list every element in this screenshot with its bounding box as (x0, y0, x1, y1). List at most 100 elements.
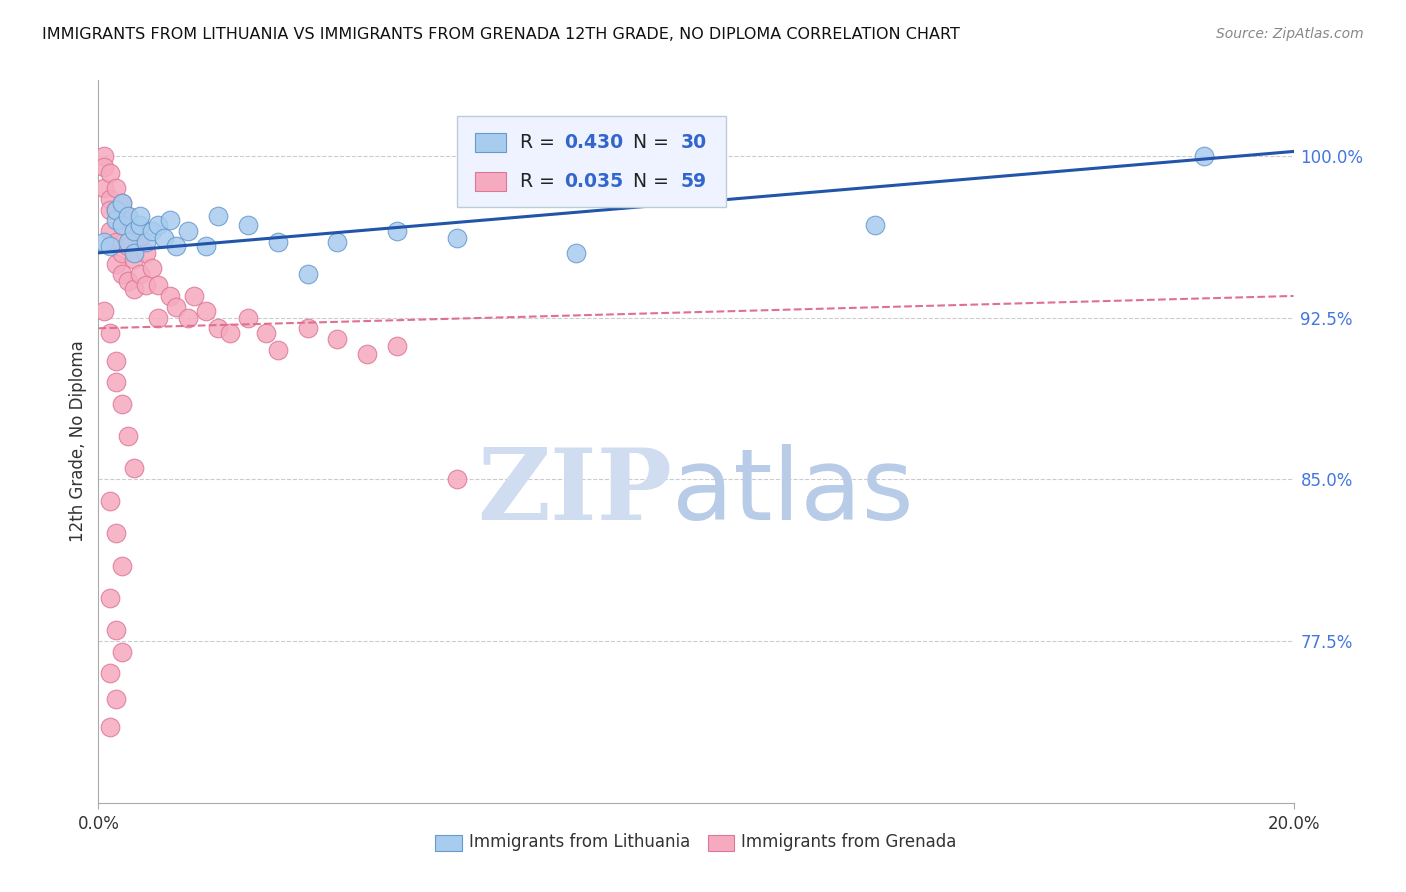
Point (267, 235, 290, 249)
Point (93, 160, 115, 174)
Text: N =: N = (620, 133, 675, 152)
Point (1192, 149, 1215, 163)
Point (111, 645, 134, 659)
Point (111, 397, 134, 411)
Point (98, 493, 122, 508)
Point (105, 213, 128, 227)
Point (117, 429, 139, 443)
Text: Source: ZipAtlas.com: Source: ZipAtlas.com (1216, 27, 1364, 41)
Point (135, 245, 157, 260)
Point (195, 239, 218, 253)
Point (111, 558, 134, 573)
Point (98, 239, 122, 253)
Point (111, 218, 134, 232)
Point (195, 304, 218, 318)
Point (865, 218, 887, 232)
Point (297, 268, 319, 282)
Text: IMMIGRANTS FROM LITHUANIA VS IMMIGRANTS FROM GRENADA 12TH GRADE, NO DIPLOMA CORR: IMMIGRANTS FROM LITHUANIA VS IMMIGRANTS … (42, 27, 960, 42)
Point (159, 289, 181, 303)
Point (124, 224, 146, 238)
Point (165, 300, 187, 314)
Point (117, 274, 139, 288)
Point (117, 209, 139, 223)
Point (385, 338, 409, 352)
Point (111, 268, 134, 282)
Point (93, 181, 115, 195)
Point (111, 196, 134, 211)
Text: atlas: atlas (672, 443, 914, 541)
Point (98, 720, 122, 734)
Point (117, 235, 139, 249)
Text: 0.035: 0.035 (565, 172, 624, 191)
Point (129, 218, 152, 232)
Point (105, 235, 128, 249)
Text: N =: N = (620, 172, 675, 191)
Point (141, 224, 163, 238)
Point (446, 231, 468, 245)
Text: R =: R = (520, 172, 561, 191)
Point (129, 209, 152, 223)
Text: Immigrants from Lithuania: Immigrants from Lithuania (470, 833, 690, 851)
Point (105, 257, 128, 271)
Text: R =: R = (520, 133, 561, 152)
Point (124, 245, 146, 260)
Point (98, 591, 122, 605)
Point (111, 196, 134, 211)
Point (124, 252, 146, 267)
Point (177, 310, 200, 325)
Point (124, 461, 146, 475)
Point (124, 283, 146, 297)
Point (385, 224, 409, 238)
Point (98, 192, 122, 206)
FancyBboxPatch shape (475, 133, 506, 152)
Text: 30: 30 (681, 133, 707, 152)
Point (98, 166, 122, 180)
Point (105, 181, 128, 195)
Point (98, 666, 122, 681)
Y-axis label: 12th Grade, No Diploma: 12th Grade, No Diploma (69, 341, 87, 542)
Point (105, 202, 128, 217)
Point (207, 209, 229, 223)
Point (565, 245, 588, 260)
Point (148, 278, 170, 293)
Point (124, 224, 146, 238)
Point (93, 235, 115, 249)
Text: ZIP: ZIP (477, 443, 672, 541)
Point (117, 239, 139, 253)
Point (159, 213, 181, 227)
Point (105, 202, 128, 217)
Point (236, 218, 259, 232)
Point (254, 326, 277, 340)
FancyBboxPatch shape (475, 172, 506, 191)
Point (356, 347, 378, 361)
Point (93, 149, 115, 163)
Point (177, 224, 200, 238)
Point (297, 321, 319, 335)
Point (105, 353, 128, 368)
Point (446, 472, 468, 486)
Point (111, 245, 134, 260)
Point (98, 202, 122, 217)
Point (141, 260, 163, 275)
Point (219, 326, 242, 340)
Point (135, 278, 157, 293)
Text: 59: 59 (681, 172, 707, 191)
Point (111, 218, 134, 232)
Point (326, 332, 349, 346)
Point (93, 304, 115, 318)
FancyBboxPatch shape (457, 117, 725, 207)
Point (135, 235, 157, 249)
Point (105, 624, 128, 638)
Point (129, 231, 152, 245)
Point (148, 310, 170, 325)
FancyBboxPatch shape (709, 835, 734, 851)
Point (129, 268, 152, 282)
Point (105, 526, 128, 541)
Point (267, 343, 290, 357)
Point (183, 289, 205, 303)
Point (98, 326, 122, 340)
Text: 0.430: 0.430 (565, 133, 624, 152)
Point (105, 692, 128, 706)
Point (148, 218, 170, 232)
Text: Immigrants from Grenada: Immigrants from Grenada (741, 833, 956, 851)
